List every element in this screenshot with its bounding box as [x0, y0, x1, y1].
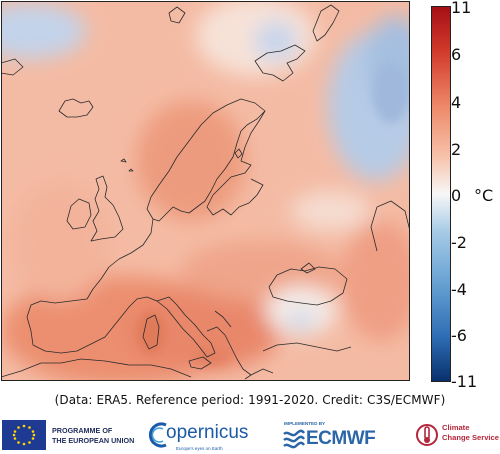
coastline-baltic [206, 110, 266, 216]
coastline-sardinia [142, 314, 160, 350]
coastline-kola [254, 44, 306, 82]
coastline-svalbard [168, 6, 186, 24]
colorbar-tick-label: 0 [451, 186, 462, 205]
colorbar-tick-label: -4 [451, 280, 467, 299]
coastline-italy [156, 296, 216, 358]
coastline-balkans [206, 310, 252, 380]
copernicus-tagline: Europe's eyes on Earth [176, 446, 223, 451]
ecmwf-implemented-by: IMPLEMENTED BY [284, 421, 326, 426]
colorbar [431, 6, 451, 382]
coastline-caspian [370, 200, 410, 252]
coastline-islands [120, 158, 134, 172]
colorbar-tick-label: 6 [451, 45, 462, 64]
colorbar-tick-label: 4 [451, 93, 462, 112]
coastline-north-africa [1, 358, 192, 378]
coastline-scandinavia [146, 98, 266, 222]
ecmwf-logo-text: ECMWF [306, 428, 376, 449]
coastline-turkey [250, 342, 352, 376]
coastline-great-britain [90, 175, 124, 242]
anomaly-map [1, 1, 410, 381]
coastline-iceland [58, 98, 94, 118]
colorbar-tick-label: 2 [451, 140, 462, 159]
coastline-black-sea [268, 266, 348, 306]
coastline-crimea [300, 262, 316, 274]
coastline-gotland [234, 148, 243, 159]
coastline-western-europe [26, 218, 158, 354]
data-credit: (Data: ERA5. Reference period: 1991-2020… [54, 393, 446, 407]
copernicus-logo-icon [148, 422, 167, 448]
coastline-novaya-zemlya [312, 4, 340, 42]
colorbar-tick-label: -2 [451, 233, 467, 252]
colorbar-unit-label: °C [474, 186, 494, 205]
coastline-ireland [66, 198, 92, 230]
colorbar-tick-label: -11 [451, 372, 478, 391]
colorbar-tick-label: -6 [451, 326, 467, 345]
logo-strip: PROGRAMME OF THE EUROPEAN UNION opernicu… [0, 418, 500, 454]
colorbar-tick-label: 11 [451, 0, 472, 17]
coastline-sicily [188, 356, 212, 370]
coastline-greenland [1, 58, 24, 76]
copernicus-logo-text: opernicus [166, 422, 249, 443]
c3s-logo-text: Climate Change Service [442, 423, 499, 442]
eu-flag-icon [2, 420, 46, 450]
ecmwf-wave-icon [283, 429, 305, 449]
eu-programme-logo-text: PROGRAMME OF THE EUROPEAN UNION [52, 426, 135, 445]
c3s-logo-icon [416, 424, 438, 446]
